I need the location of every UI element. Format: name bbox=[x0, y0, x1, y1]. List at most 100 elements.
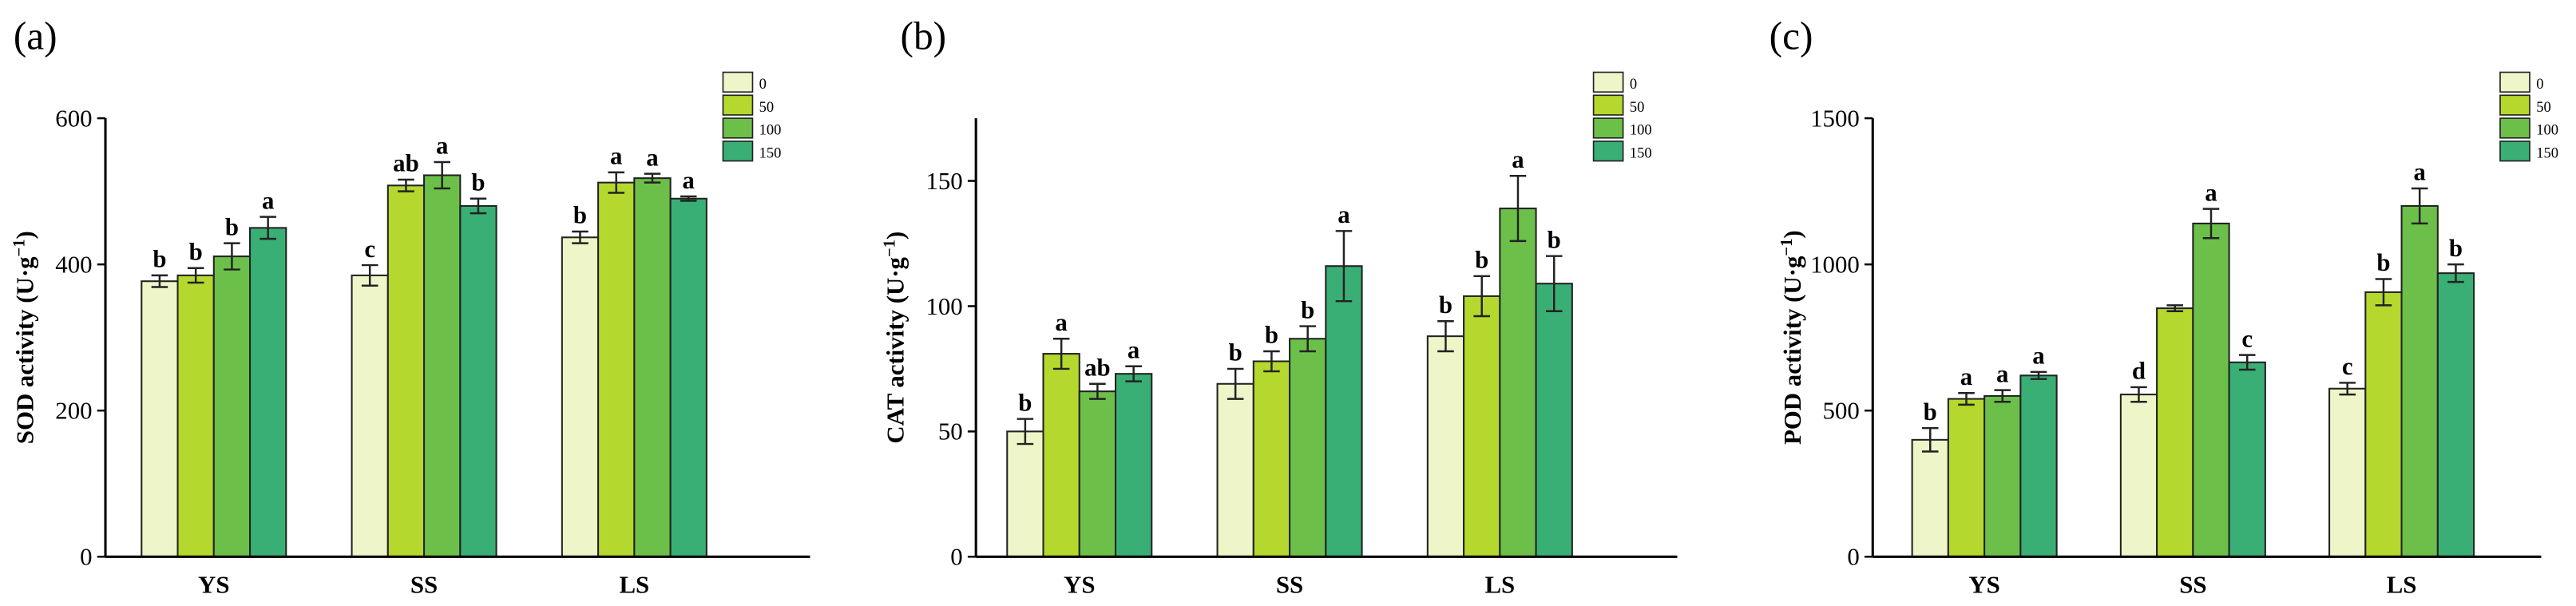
error-bar bbox=[224, 242, 240, 271]
x-tick-label: LS bbox=[619, 572, 649, 599]
panel-label: (a) bbox=[14, 14, 57, 58]
y-tick-label: 200 bbox=[55, 398, 92, 425]
bar bbox=[212, 255, 252, 558]
y-axis-title: CAT activity (U·g−1) bbox=[882, 232, 910, 444]
significance-letter: b bbox=[1265, 322, 1278, 349]
bar bbox=[141, 280, 179, 558]
legend-label: 150 bbox=[759, 145, 782, 161]
significance-letter: a bbox=[683, 167, 695, 194]
y-axis-title: SOD activity (U·g−1) bbox=[11, 231, 39, 444]
legend-swatch bbox=[2499, 71, 2530, 93]
significance-letter: b bbox=[1229, 339, 1242, 366]
legend-swatch bbox=[722, 71, 754, 93]
bar bbox=[2192, 222, 2230, 558]
significance-letter: a bbox=[436, 133, 448, 160]
error-bar bbox=[260, 216, 276, 240]
bar bbox=[597, 181, 636, 558]
y-tick-label: 500 bbox=[1823, 398, 1860, 425]
significance-letter: b bbox=[1018, 389, 1032, 416]
y-tick-label: 0 bbox=[950, 544, 962, 571]
error-bar bbox=[1437, 320, 1454, 353]
bar bbox=[1911, 438, 1949, 558]
x-tick-label: YS bbox=[1968, 572, 1999, 599]
error-bar bbox=[572, 230, 589, 244]
legend-label: 0 bbox=[759, 77, 767, 93]
bar bbox=[459, 204, 497, 558]
y-tick-label: 150 bbox=[925, 168, 962, 195]
bar bbox=[1947, 398, 1986, 558]
error-bar bbox=[1125, 365, 1142, 382]
significance-letter: b bbox=[225, 213, 239, 240]
error-bar bbox=[151, 274, 168, 288]
error-bar bbox=[2339, 382, 2356, 396]
error-bar bbox=[2166, 304, 2184, 312]
significance-letter: a bbox=[2032, 343, 2044, 370]
y-axis-title-sup: −1 bbox=[1778, 239, 1796, 256]
bar bbox=[1984, 394, 2022, 558]
error-bar bbox=[2130, 386, 2147, 403]
x-tick-label: LS bbox=[2387, 572, 2417, 599]
error-bar bbox=[470, 197, 487, 215]
bar bbox=[2364, 291, 2403, 558]
error-bar bbox=[1263, 350, 1280, 373]
legend-swatch bbox=[2499, 117, 2530, 139]
significance-letter: a bbox=[1055, 309, 1067, 336]
significance-letter: a bbox=[1996, 360, 2008, 387]
legend-swatch bbox=[1592, 94, 1624, 116]
bar bbox=[2436, 272, 2475, 558]
error-bar bbox=[434, 160, 450, 190]
error-bar bbox=[2030, 370, 2047, 380]
bar bbox=[2119, 394, 2158, 558]
error-bar bbox=[1509, 175, 1527, 243]
bar bbox=[1078, 390, 1117, 558]
y-tick-label: 0 bbox=[1847, 544, 1859, 571]
bar bbox=[176, 274, 215, 558]
legend-label: 100 bbox=[2536, 123, 2558, 139]
x-tick-label: SS bbox=[2179, 572, 2206, 599]
significance-letter: b bbox=[1475, 247, 1488, 274]
y-tick-label: 100 bbox=[925, 293, 962, 320]
error-bar bbox=[2411, 187, 2428, 225]
significance-letter: c bbox=[2342, 353, 2353, 380]
legend-label: 0 bbox=[2536, 77, 2543, 93]
x-tick-label: YS bbox=[1064, 572, 1095, 599]
error-bar bbox=[1545, 255, 1563, 312]
bar bbox=[1535, 283, 1573, 558]
significance-letter: a bbox=[646, 144, 658, 171]
legend-swatch bbox=[1592, 141, 1624, 162]
legend-swatch bbox=[1592, 71, 1624, 93]
legend-label: 100 bbox=[759, 123, 782, 139]
error-bar bbox=[1052, 338, 1070, 370]
significance-letter: c bbox=[2241, 325, 2253, 352]
error-bar bbox=[1017, 418, 1034, 446]
y-tick-label: 0 bbox=[80, 544, 92, 571]
significance-letter: b bbox=[1439, 291, 1452, 319]
significance-letter: a bbox=[2205, 179, 2217, 206]
significance-letter: a bbox=[1127, 337, 1139, 364]
significance-letter: a bbox=[1338, 201, 1349, 228]
error-bar bbox=[187, 267, 204, 284]
error-bar bbox=[608, 171, 625, 194]
legend-swatch bbox=[722, 141, 754, 162]
y-tick-label: 600 bbox=[55, 105, 92, 132]
legend-label: 100 bbox=[1630, 123, 1652, 139]
error-bar bbox=[1089, 382, 1106, 400]
bar bbox=[1289, 338, 1327, 558]
legend-swatch bbox=[1592, 117, 1624, 139]
bar bbox=[2228, 361, 2266, 558]
x-tick-label: SS bbox=[1276, 572, 1303, 599]
error-bar bbox=[1921, 426, 1939, 453]
y-axis-title-sup: −1 bbox=[11, 239, 29, 256]
bar bbox=[2328, 387, 2367, 558]
error-bar bbox=[1335, 230, 1353, 303]
error-bar bbox=[644, 172, 661, 184]
significance-letter: a bbox=[2414, 159, 2426, 186]
significance-letter: b bbox=[189, 238, 203, 265]
y-axis-title-text: SOD activity (U·g bbox=[12, 256, 39, 444]
error-bar bbox=[1299, 325, 1316, 353]
bar bbox=[1325, 265, 1363, 558]
y-axis-title-text: POD activity (U·g bbox=[1779, 255, 1806, 445]
legend-label: 150 bbox=[2536, 145, 2558, 161]
y-axis-title: POD activity (U·g−1) bbox=[1778, 230, 1806, 445]
error-bar bbox=[2238, 354, 2256, 371]
